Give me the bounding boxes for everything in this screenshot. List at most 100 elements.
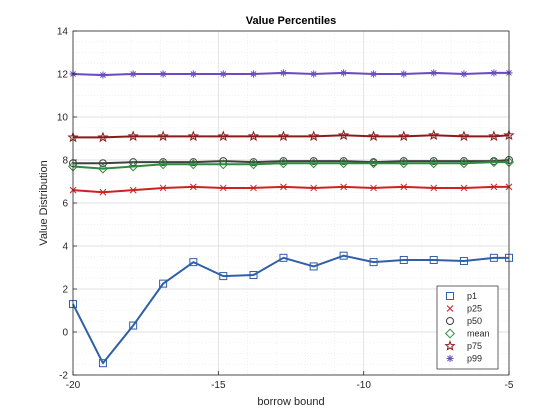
y-tick-label: 4	[62, 242, 68, 253]
x-tick-label: -5	[505, 380, 514, 391]
data-point-p1	[369, 258, 378, 267]
data-point-p1	[98, 359, 107, 368]
grid-lines	[72, 30, 510, 376]
x-tick-label: -15	[211, 380, 226, 391]
series-line-mean	[72, 161, 509, 170]
data-point-p75	[398, 130, 410, 142]
y-tick-label: 2	[62, 285, 68, 296]
data-point-mean	[128, 161, 139, 172]
data-point-p99	[340, 69, 348, 77]
legend: p1 p25 p50 mean p75 p99	[436, 285, 499, 370]
data-point-p99	[99, 71, 107, 79]
data-point-p25	[219, 184, 227, 192]
data-point-p25	[400, 183, 408, 191]
data-point-p75	[367, 130, 380, 142]
data-point-mean	[218, 159, 229, 170]
legend-marker-p50	[446, 317, 454, 325]
data-point-p99	[279, 69, 288, 77]
data-point-p99	[430, 69, 438, 77]
data-point-p25	[490, 183, 498, 191]
data-point-p75	[97, 131, 109, 143]
data-point-p50	[309, 157, 318, 166]
series-line-p75	[73, 134, 510, 139]
legend-label-p50: p50	[467, 316, 482, 326]
series-p99	[69, 69, 513, 79]
data-point-p99	[159, 70, 167, 78]
data-point-p25	[310, 184, 318, 192]
legend-label-p25: p25	[467, 304, 482, 314]
data-point-p25	[340, 183, 347, 191]
data-point-p99	[460, 70, 468, 78]
data-point-p99	[189, 70, 197, 78]
data-point-p1	[399, 255, 408, 264]
data-point-p50	[249, 158, 258, 167]
data-point-p99	[369, 70, 378, 78]
data-point-p75	[247, 130, 260, 142]
data-point-p1	[159, 279, 168, 288]
data-point-p25	[189, 183, 197, 191]
data-point-p1	[249, 271, 258, 280]
data-point-p50	[279, 157, 288, 166]
data-point-p75	[217, 130, 229, 142]
data-point-p99	[129, 70, 137, 78]
data-point-p50	[399, 157, 408, 166]
data-point-p1	[279, 253, 288, 262]
legend-label-p75: p75	[467, 341, 482, 351]
data-point-p25	[99, 188, 107, 196]
data-point-p25	[430, 184, 438, 192]
data-point-p25	[460, 184, 468, 192]
legend-marker-p1	[446, 292, 454, 300]
y-tick-label: 14	[57, 27, 69, 38]
data-point-p1	[189, 258, 198, 267]
series-line-p50	[73, 159, 510, 165]
data-point-p50	[98, 159, 107, 168]
x-tick-label: -20	[66, 380, 81, 391]
legend-label-mean: mean	[467, 329, 490, 339]
data-point-mean	[368, 158, 379, 169]
series-p25	[69, 183, 513, 196]
data-point-p99	[310, 70, 318, 78]
y-tick-label: 6	[62, 199, 68, 210]
data-point-p50	[429, 157, 438, 166]
data-point-p75	[488, 130, 500, 142]
data-point-p1	[429, 255, 438, 264]
data-point-p1	[309, 262, 318, 271]
data-point-mean	[188, 159, 199, 170]
data-point-mean	[458, 158, 469, 169]
data-point-mean	[398, 158, 409, 169]
data-point-mean	[338, 158, 349, 169]
data-point-p75	[458, 130, 470, 142]
legend-marker-p25	[446, 305, 454, 312]
data-point-mean	[428, 158, 439, 169]
data-point-p75	[337, 129, 350, 141]
series-line-p25	[72, 185, 509, 194]
series-line-p99	[72, 71, 509, 77]
data-point-p75	[428, 129, 440, 141]
legend-marker-mean	[444, 328, 456, 339]
x-tick-label: -10	[356, 380, 371, 391]
data-point-mean	[158, 159, 169, 170]
data-point-mean	[278, 158, 289, 169]
legend-marker-p99	[446, 354, 454, 363]
data-point-mean	[97, 163, 108, 174]
data-point-p50	[189, 158, 198, 167]
series-p75	[67, 129, 515, 143]
data-point-p75	[127, 130, 139, 142]
data-point-p99	[400, 70, 408, 78]
data-point-p50	[459, 157, 468, 166]
y-tick-label: 12	[57, 70, 69, 81]
data-point-p1	[129, 321, 138, 330]
data-point-p1	[219, 272, 228, 281]
data-point-mean	[308, 158, 319, 169]
legend-marker-p75	[444, 340, 456, 351]
y-tick-label: -2	[59, 371, 68, 382]
legend-label-p99: p99	[467, 354, 482, 364]
y-tick-label: 0	[62, 328, 68, 339]
data-point-p75	[187, 130, 199, 142]
data-point-p75	[308, 130, 320, 142]
data-point-p25	[129, 186, 137, 194]
data-series	[67, 69, 515, 368]
data-point-p1	[339, 251, 348, 260]
data-point-p75	[277, 130, 290, 142]
